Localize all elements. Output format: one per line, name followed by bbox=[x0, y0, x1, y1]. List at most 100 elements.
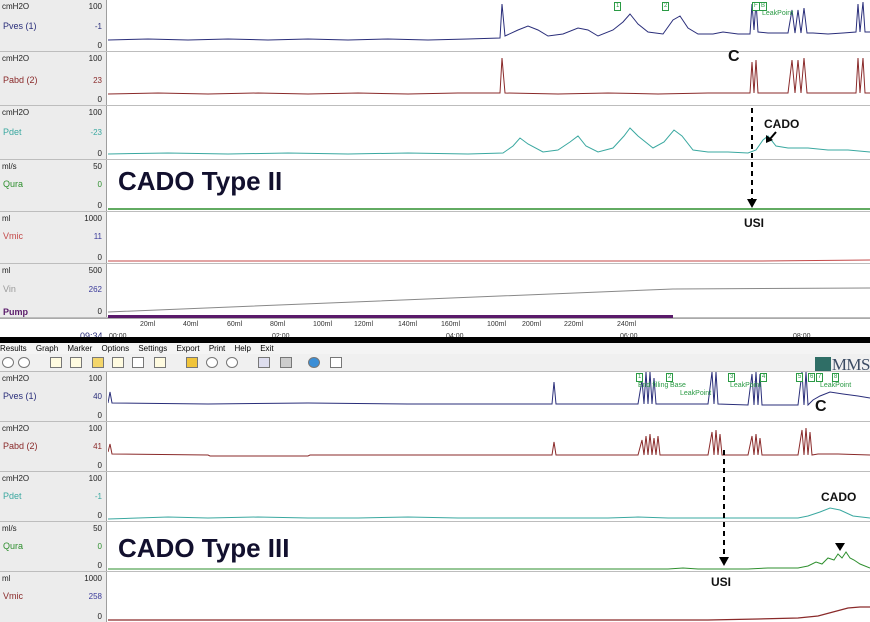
title-cado-type-ii: CADO Type II bbox=[118, 166, 283, 196]
panel-divider bbox=[0, 337, 870, 343]
unit-label: ml/s bbox=[2, 524, 17, 533]
unit-label: cmH2O bbox=[2, 374, 30, 383]
pump-label: Pump bbox=[3, 307, 29, 317]
channel-name: Pabd (2) bbox=[3, 75, 38, 85]
comment-icon[interactable] bbox=[206, 357, 218, 368]
plot-area bbox=[108, 212, 870, 263]
channel-value: 23 bbox=[93, 76, 102, 85]
folder-icon[interactable] bbox=[92, 357, 104, 368]
channel-name: Pves (1) bbox=[3, 21, 37, 31]
trace-pves bbox=[108, 372, 870, 407]
scale-min: 0 bbox=[97, 307, 102, 316]
plot-area bbox=[108, 572, 870, 622]
unit-label: ml bbox=[2, 214, 11, 223]
time-tick: 08:00 bbox=[793, 333, 811, 340]
time-tick: 04:00 bbox=[446, 333, 464, 340]
logo-text: MMS bbox=[831, 355, 870, 374]
menu-options[interactable]: Options bbox=[101, 344, 130, 353]
top-track-vin: ml 500 Vin 262 0 Pump bbox=[0, 264, 870, 318]
trace-svg bbox=[108, 259, 870, 262]
event-marker: 4 bbox=[760, 373, 768, 382]
menu-graph[interactable]: Graph bbox=[35, 344, 59, 353]
note-icon[interactable] bbox=[226, 357, 238, 368]
menu-help[interactable]: Help bbox=[234, 344, 251, 353]
bottom-track-vmic: ml 1000 Vmic 258 0 bbox=[0, 572, 870, 622]
print-icon[interactable] bbox=[280, 357, 292, 368]
top-track-vmic: ml 1000 Vmic 11 0 bbox=[0, 212, 870, 264]
bottom-track-pdet: cmH2O 100 Pdet -1 0 bbox=[0, 472, 870, 522]
top-track-pves: cmH2O 100 Pves (1) -1 0 1 2 F B LeakPoin… bbox=[0, 0, 870, 52]
track-label: ml 1000 Vmic 11 0 bbox=[0, 212, 107, 263]
unit-label: cmH2O bbox=[2, 108, 30, 117]
event-marker: 1 bbox=[636, 373, 644, 382]
event-marker: 3 bbox=[728, 373, 736, 382]
event-marker: 7 bbox=[816, 373, 824, 382]
channel-value: 0 bbox=[97, 542, 102, 551]
menu-exit[interactable]: Exit bbox=[260, 344, 274, 353]
scale-max: 100 bbox=[88, 474, 102, 483]
volume-tick: 100ml bbox=[313, 321, 333, 328]
top-panel: cmH2O 100 Pves (1) -1 0 1 2 F B LeakPoin… bbox=[0, 0, 870, 341]
zoom-in-icon[interactable] bbox=[2, 357, 14, 368]
menu-marker[interactable]: Marker bbox=[67, 344, 93, 353]
track-label: cmH2O 100 Pabd (2) 23 0 bbox=[0, 52, 107, 105]
grid-icon[interactable] bbox=[132, 357, 144, 368]
volume-tick: 160ml bbox=[441, 321, 461, 328]
unit-label: cmH2O bbox=[2, 424, 30, 433]
top-time-axis: 09:34 00:00 20ml 40ml 60ml 80ml 100ml 12… bbox=[0, 318, 870, 341]
globe-icon[interactable] bbox=[308, 357, 320, 368]
channel-name: Pdet bbox=[3, 491, 22, 501]
unit-label: cmH2O bbox=[2, 474, 30, 483]
mms-logo: MMS bbox=[814, 355, 870, 375]
event-marker: 2 bbox=[666, 373, 674, 382]
trace-svg bbox=[108, 57, 870, 95]
trace-svg bbox=[108, 606, 870, 621]
event-label: Base bbox=[670, 382, 686, 389]
menu-settings[interactable]: Settings bbox=[138, 344, 168, 353]
trace-pabd bbox=[108, 57, 870, 95]
edit-icon[interactable] bbox=[50, 357, 62, 368]
calculator-icon[interactable] bbox=[258, 357, 270, 368]
plot-area: 1 2 F B LeakPoint bbox=[108, 0, 870, 51]
channel-value: 41 bbox=[93, 442, 102, 451]
chart-icon[interactable] bbox=[70, 357, 82, 368]
unit-label: ml/s bbox=[2, 162, 17, 171]
menu-results[interactable]: Results bbox=[0, 344, 27, 353]
annotation-usi: USI bbox=[744, 216, 765, 230]
annotation-c: C bbox=[815, 398, 827, 415]
trace-pdet bbox=[108, 127, 870, 155]
volume-tick: 140ml bbox=[398, 321, 418, 328]
chart-settings-icon[interactable] bbox=[330, 357, 342, 368]
ruler-icon[interactable] bbox=[112, 357, 124, 368]
event-marker: 5 bbox=[796, 373, 804, 382]
annotation-usi: USI bbox=[711, 575, 732, 589]
plot-area bbox=[108, 264, 870, 318]
track-label: ml 500 Vin 262 0 Pump bbox=[0, 264, 107, 317]
volume-tick: 240ml bbox=[617, 321, 637, 328]
unit-label: ml bbox=[2, 574, 11, 583]
event-marker: 1 bbox=[614, 2, 622, 11]
channel-name: Vmic bbox=[3, 591, 23, 601]
event-marker: B bbox=[759, 2, 768, 11]
trace-pabd bbox=[108, 427, 870, 457]
scale-max: 500 bbox=[88, 266, 102, 275]
menu-print[interactable]: Print bbox=[208, 344, 226, 353]
zoom-out-icon[interactable] bbox=[18, 357, 30, 368]
event-label: LeakPoint bbox=[730, 382, 762, 389]
trace-svg bbox=[108, 507, 870, 520]
menu-export[interactable]: Export bbox=[176, 344, 200, 353]
scale-min: 0 bbox=[97, 201, 102, 210]
menu-bar: Results Graph Marker Options Settings Ex… bbox=[0, 343, 870, 354]
bottom-track-pves: cmH2O 100 Pves (1) 40 0 1 2 3 4 5 6 7 8 … bbox=[0, 372, 870, 422]
marker-icon[interactable] bbox=[186, 357, 198, 368]
channel-value: 258 bbox=[88, 592, 102, 601]
scale-max: 50 bbox=[93, 162, 102, 171]
table-icon[interactable] bbox=[154, 357, 166, 368]
unit-label: cmH2O bbox=[2, 54, 30, 63]
trace-svg bbox=[108, 208, 870, 210]
event-label: LeakPoint bbox=[680, 390, 712, 397]
event-marker: 6 bbox=[808, 373, 816, 382]
trace-vin bbox=[108, 287, 870, 313]
channel-value: -23 bbox=[90, 128, 102, 137]
top-track-pabd: cmH2O 100 Pabd (2) 23 0 bbox=[0, 52, 870, 106]
